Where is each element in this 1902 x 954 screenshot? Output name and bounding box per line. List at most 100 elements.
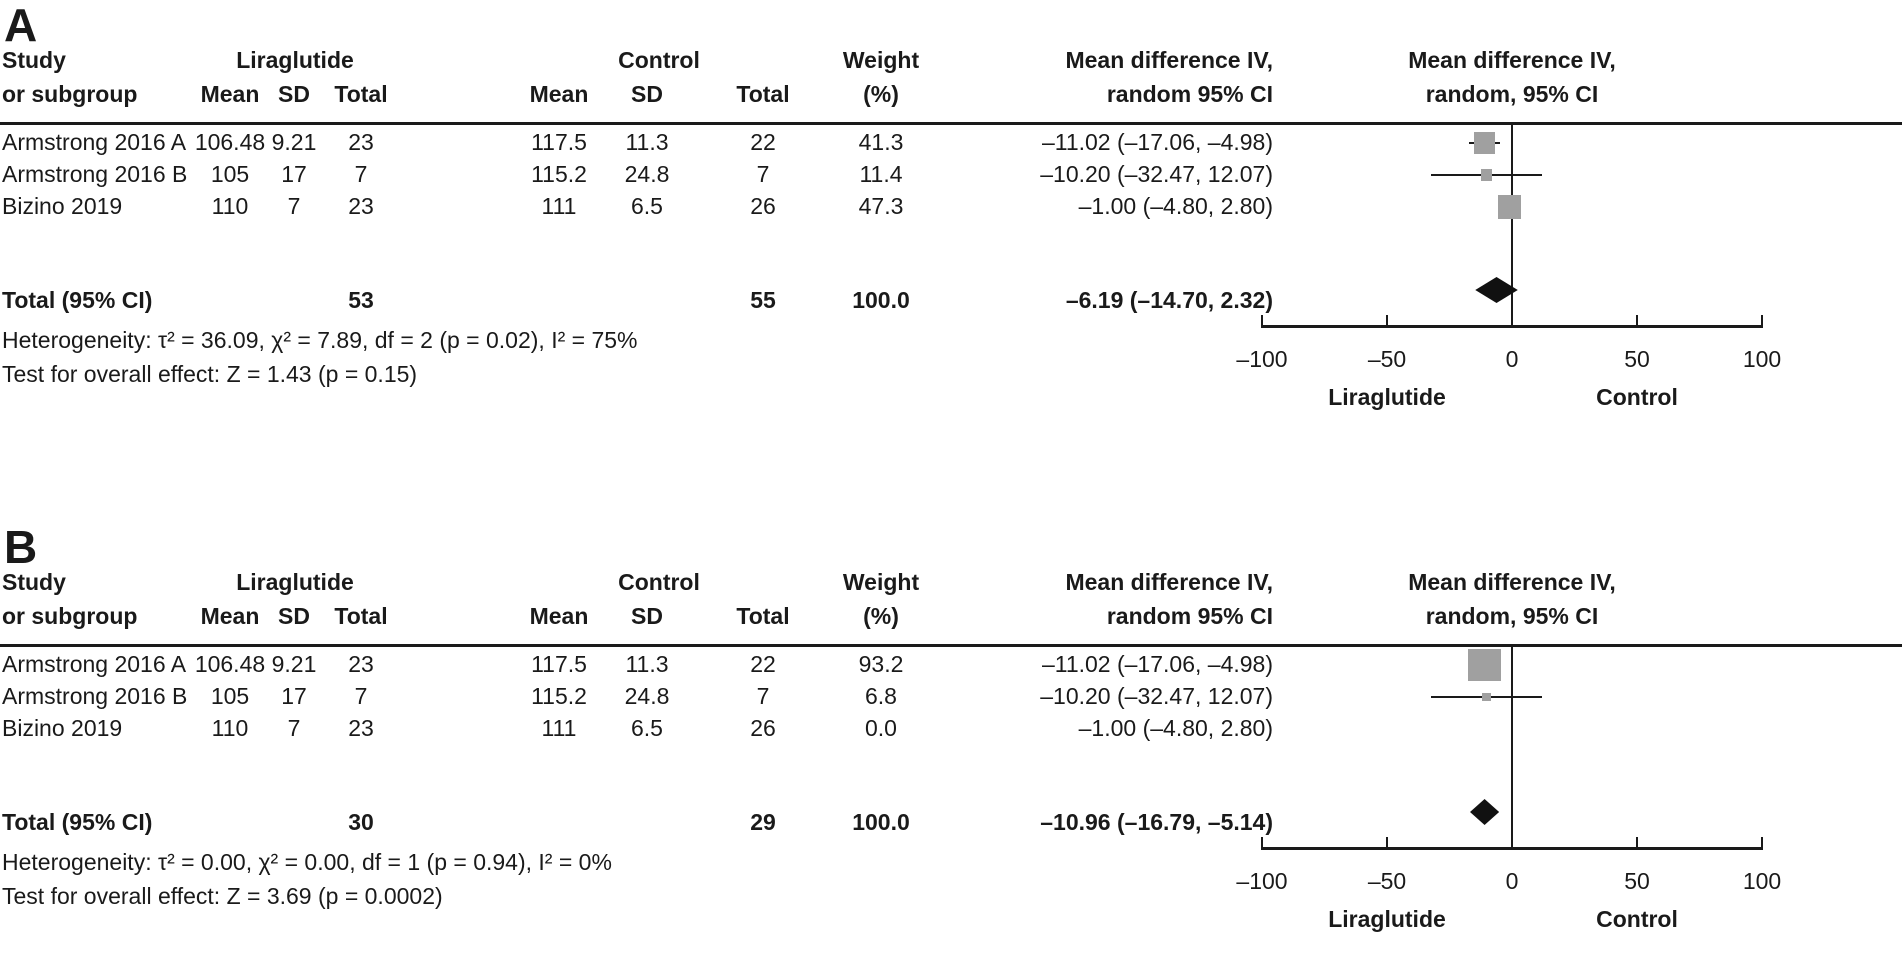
axis-tick-label: –100 <box>1236 346 1288 372</box>
axis-tick <box>1385 837 1389 850</box>
study-marker-square <box>1497 195 1522 219</box>
table-cell-study: Armstrong 2016 A <box>2 129 187 155</box>
table-cell-total1: 7 <box>354 161 368 187</box>
table-cell-sd1: 17 <box>281 683 307 709</box>
overall-effect-text: Test for overall effect: Z = 1.43 (p = 0… <box>2 361 418 387</box>
table-cell-total2: 22 <box>750 651 776 677</box>
axis-tick-label: –100 <box>1236 868 1288 894</box>
table-cell-total1: 7 <box>354 683 368 709</box>
axis-tick <box>1635 837 1639 850</box>
col-header-mean: Mean <box>200 603 260 629</box>
axis-tick <box>1635 315 1639 328</box>
table-cell-sd2: 11.3 <box>625 651 669 677</box>
axis-tick-label: 100 <box>1742 868 1782 894</box>
forest-panel-b: B Study or subgroup Liraglutide Control … <box>0 522 1902 954</box>
col-header-md-line2: random 95% CI <box>1106 603 1273 629</box>
table-cell-total2: 26 <box>750 715 776 741</box>
col-header-sd: SD <box>278 603 310 629</box>
table-cell-sd2: 24.8 <box>624 161 670 187</box>
table-cell-mean2: 115.2 <box>531 683 587 709</box>
table-cell-total1: 23 <box>348 651 374 677</box>
axis-tick-label: 0 <box>1505 868 1519 894</box>
table-cell-sd1: 9.21 <box>271 129 317 155</box>
axis-tick-label: 50 <box>1624 346 1650 372</box>
total-cell-weight: 100.0 <box>852 287 910 313</box>
favours-right-label: Control <box>1596 906 1678 932</box>
axis-tick-label: –50 <box>1367 346 1407 372</box>
study-marker-square <box>1468 648 1501 682</box>
plot-header-line1: Mean difference IV, <box>1408 569 1616 595</box>
axis-tick <box>1760 315 1764 328</box>
table-cell-sd1: 17 <box>281 161 307 187</box>
col-header-weight-line2: (%) <box>863 81 899 107</box>
table-cell-study: Armstrong 2016 A <box>2 651 187 677</box>
col-header-total: Total <box>334 81 388 107</box>
col-header-md-line1: Mean difference IV, <box>1065 569 1273 595</box>
axis-tick-label: –50 <box>1367 868 1407 894</box>
table-cell-md: –11.02 (–17.06, –4.98) <box>1041 651 1273 677</box>
col-header-md-line1: Mean difference IV, <box>1065 47 1273 73</box>
table-cell-total1: 23 <box>348 193 374 219</box>
table-cell-mean1: 110 <box>211 715 249 741</box>
col-header-total: Total <box>334 603 388 629</box>
group-header-control: Control <box>618 569 700 595</box>
header-rule <box>0 122 1902 125</box>
table-cell-study: Bizino 2019 <box>2 715 123 741</box>
axis-tick <box>1260 315 1264 328</box>
table-cell-mean2: 111 <box>541 193 577 219</box>
col-header-mean: Mean <box>200 81 260 107</box>
table-cell-md: –11.02 (–17.06, –4.98) <box>1041 129 1273 155</box>
axis-tick <box>1760 837 1764 850</box>
forest-panel-a: A Study or subgroup Liraglutide Control … <box>0 0 1902 432</box>
table-cell-sd2: 11.3 <box>625 129 669 155</box>
table-cell-mean2: 115.2 <box>531 161 587 187</box>
col-header-study-line1: Study <box>2 47 66 73</box>
group-header-control: Control <box>618 47 700 73</box>
total-cell-weight: 100.0 <box>852 809 910 835</box>
table-cell-md: –10.20 (–32.47, 12.07) <box>1040 161 1273 187</box>
table-cell-sd2: 6.5 <box>631 715 663 741</box>
table-cell-weight: 0.0 <box>865 715 897 741</box>
total-cell-total1: 53 <box>348 287 374 313</box>
table-cell-study: Armstrong 2016 B <box>2 683 188 709</box>
col-header-sd: SD <box>631 81 663 107</box>
col-header-mean: Mean <box>529 81 589 107</box>
study-marker-square <box>1482 692 1491 702</box>
axis-tick <box>1510 837 1514 850</box>
overall-effect-text: Test for overall effect: Z = 3.69 (p = 0… <box>2 883 443 909</box>
table-cell-md: –10.20 (–32.47, 12.07) <box>1040 683 1273 709</box>
heterogeneity-text: Heterogeneity: τ² = 0.00, χ² = 0.00, df … <box>2 849 612 875</box>
panel-label: A <box>4 0 38 51</box>
table-cell-total2: 7 <box>756 161 770 187</box>
col-header-weight-line2: (%) <box>863 603 899 629</box>
table-cell-sd1: 9.21 <box>271 651 317 677</box>
col-header-weight-line1: Weight <box>842 47 920 73</box>
plot-header-line2: random, 95% CI <box>1425 603 1599 629</box>
table-cell-total2: 7 <box>756 683 770 709</box>
col-header-total: Total <box>736 81 790 107</box>
table-cell-weight: 6.8 <box>865 683 897 709</box>
col-header-study-line2: or subgroup <box>2 81 138 107</box>
table-cell-study: Bizino 2019 <box>2 193 123 219</box>
table-cell-mean1: 105 <box>210 683 250 709</box>
total-cell-md: –10.96 (–16.79, –5.14) <box>1040 809 1273 835</box>
table-cell-mean1: 106.48 <box>194 651 266 677</box>
total-cell-total2: 55 <box>750 287 776 313</box>
favours-right-label: Control <box>1596 384 1678 410</box>
col-header-md-line2: random 95% CI <box>1106 81 1273 107</box>
table-cell-weight: 93.2 <box>858 651 904 677</box>
table-cell-total1: 23 <box>348 715 374 741</box>
axis-tick-label: 0 <box>1505 346 1519 372</box>
table-cell-total2: 22 <box>750 129 776 155</box>
total-cell-total1: 30 <box>348 809 374 835</box>
zero-effect-line <box>1510 122 1514 326</box>
total-cell-study: Total (95% CI) <box>2 287 153 313</box>
favours-left-label: Liraglutide <box>1328 906 1446 932</box>
plot-header-line1: Mean difference IV, <box>1408 47 1616 73</box>
total-cell-study: Total (95% CI) <box>2 809 153 835</box>
table-cell-sd1: 7 <box>287 715 301 741</box>
table-cell-sd2: 24.8 <box>624 683 670 709</box>
zero-effect-line <box>1510 644 1514 848</box>
heterogeneity-text: Heterogeneity: τ² = 36.09, χ² = 7.89, df… <box>2 327 638 353</box>
